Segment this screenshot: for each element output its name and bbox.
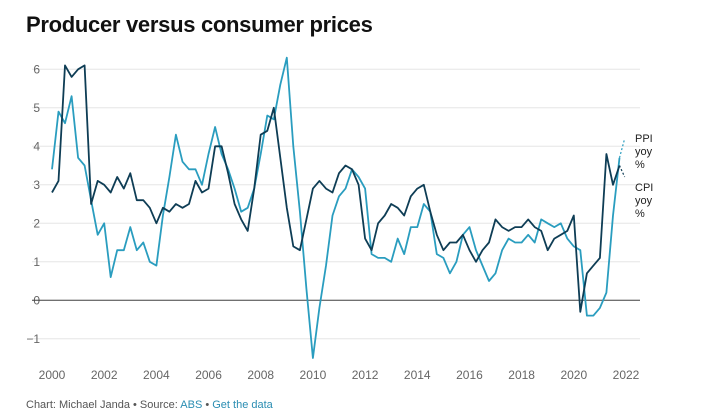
y-tick-label: 5 <box>33 101 40 115</box>
ppi-legend-label: PPI <box>635 133 653 145</box>
cpi-legend-label: yoy <box>635 195 653 207</box>
chart-footer: Chart: Michael Janda • Source: ABS • Get… <box>26 399 273 411</box>
cpi-line-leader <box>618 165 626 178</box>
cpi-legend-label: % <box>635 208 645 220</box>
footer-separator: • <box>202 399 213 411</box>
x-tick-label: 2012 <box>352 368 379 382</box>
y-tick-label: 4 <box>33 139 40 153</box>
footer-credit: Chart: Michael Janda • Source: <box>26 399 181 411</box>
x-tick-label: 2016 <box>456 368 483 382</box>
x-axis-ticks: 2000 2002 2004 2006 2008 2010 2012 2014 2016 2018… <box>39 368 640 382</box>
x-tick-label: 2008 <box>247 368 274 382</box>
y-tick-label: 3 <box>33 178 40 192</box>
y-tick-label: 2 <box>33 216 40 230</box>
ppi-legend-label: yoy <box>635 146 653 158</box>
x-tick-label: 2018 <box>508 368 535 382</box>
x-tick-label: 2002 <box>91 368 118 382</box>
cpi-line <box>51 64 621 313</box>
x-tick-label: 2014 <box>404 368 431 382</box>
ppi-legend-label: % <box>635 159 645 171</box>
y-tick-label: −1 <box>26 332 40 346</box>
y-tick-label: 6 <box>33 62 40 76</box>
x-tick-label: 2010 <box>300 368 327 382</box>
x-tick-label: 2020 <box>560 368 587 382</box>
ppi-line-leader <box>618 138 626 158</box>
x-tick-label: 2006 <box>195 368 222 382</box>
x-tick-label: 2022 <box>613 368 640 382</box>
x-tick-label: 2004 <box>143 368 170 382</box>
ppi-line <box>51 56 621 359</box>
x-tick-label: 2000 <box>39 368 66 382</box>
series-lines <box>51 56 626 359</box>
get-the-data-link[interactable]: Get the data <box>212 399 273 411</box>
y-tick-label: 1 <box>33 255 40 269</box>
cpi-legend-label: CPI <box>635 182 653 194</box>
chart-title: Producer versus consumer prices <box>26 12 373 37</box>
source-link[interactable]: ABS <box>180 399 203 411</box>
